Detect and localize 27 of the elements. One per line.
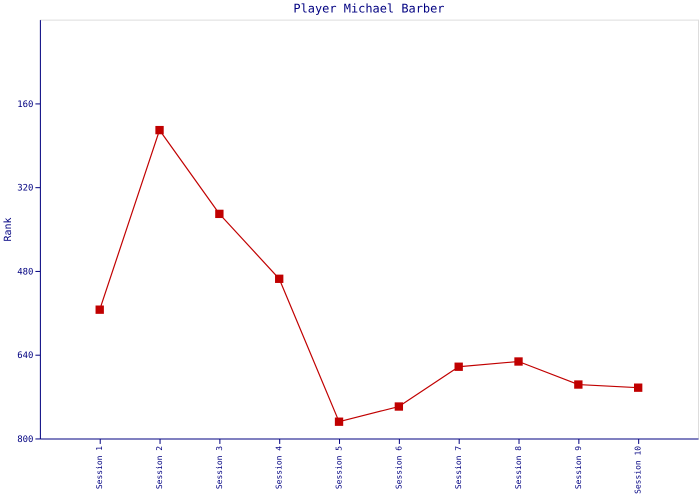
x-tick-label: Session 9	[574, 446, 583, 490]
point	[96, 306, 104, 314]
y-axis-title: Rank	[3, 218, 14, 242]
point	[394, 402, 404, 411]
point	[275, 274, 284, 283]
x-tick-label: Session 4	[274, 446, 284, 490]
x-tick-label: Session 8	[514, 446, 524, 490]
x-tick-label: Session 1	[95, 446, 104, 490]
point	[514, 357, 523, 366]
y-tick-label: 160	[17, 100, 34, 110]
point	[454, 362, 463, 371]
x-tick-label: Session 10	[634, 446, 643, 494]
point	[574, 380, 583, 389]
x-tick-label: Session 2	[155, 446, 164, 490]
point	[215, 210, 224, 218]
x-tick-label: Session 3	[214, 446, 224, 490]
y-tick-label: 480	[17, 267, 34, 278]
y-tick-label: 640	[17, 351, 34, 362]
point	[634, 384, 642, 392]
y-tick-label: 800	[17, 434, 34, 445]
y-tick-label: 320	[17, 184, 34, 194]
x-tick-label: Session 5	[334, 446, 344, 490]
point	[334, 418, 344, 426]
chart-title: Player Michael Barber	[293, 2, 445, 16]
point	[155, 126, 164, 134]
x-tick-label: Session 6	[394, 446, 404, 490]
x-tick-label: Session 7	[454, 446, 464, 490]
